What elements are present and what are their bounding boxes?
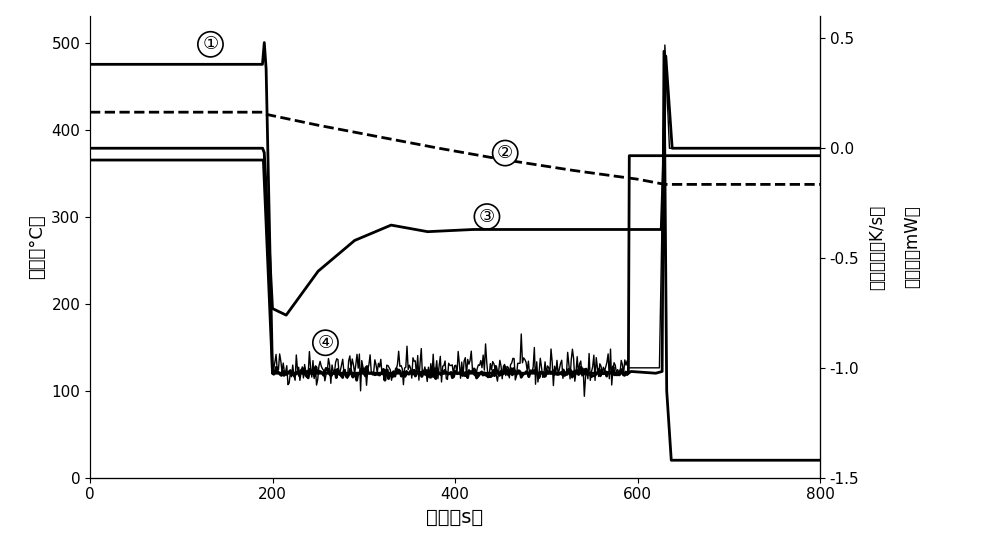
Text: ④: ④ bbox=[317, 334, 333, 352]
Text: ②: ② bbox=[497, 144, 513, 162]
X-axis label: 时间（s）: 时间（s） bbox=[426, 508, 484, 527]
Text: ①: ① bbox=[202, 35, 219, 53]
Y-axis label: 冷却速率（K/s）: 冷却速率（K/s） bbox=[868, 204, 886, 290]
Text: ③: ③ bbox=[479, 208, 495, 226]
Y-axis label: 热流量（mW）: 热流量（mW） bbox=[903, 206, 921, 288]
Y-axis label: 温度（°C）: 温度（°C） bbox=[28, 215, 46, 279]
